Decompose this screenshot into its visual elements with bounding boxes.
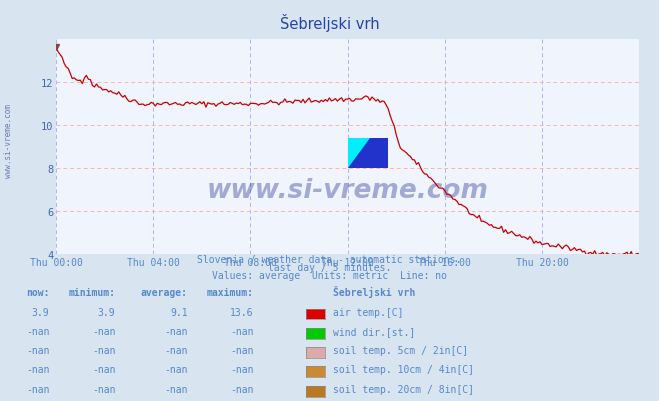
Text: -nan: -nan — [164, 365, 188, 375]
Text: 9.1: 9.1 — [170, 307, 188, 317]
Text: minimum:: minimum: — [69, 288, 115, 298]
Text: -nan: -nan — [164, 326, 188, 336]
Text: soil temp. 10cm / 4in[C]: soil temp. 10cm / 4in[C] — [333, 365, 474, 375]
Text: 13.6: 13.6 — [230, 307, 254, 317]
Text: -nan: -nan — [26, 326, 49, 336]
Polygon shape — [348, 139, 370, 169]
Text: -nan: -nan — [164, 345, 188, 355]
Text: -nan: -nan — [92, 384, 115, 394]
Text: -nan: -nan — [26, 365, 49, 375]
Text: soil temp. 5cm / 2in[C]: soil temp. 5cm / 2in[C] — [333, 345, 468, 355]
Text: maximum:: maximum: — [207, 288, 254, 298]
Text: www.si-vreme.com: www.si-vreme.com — [207, 177, 488, 203]
Text: now:: now: — [26, 288, 49, 298]
Text: Šebreljski vrh: Šebreljski vrh — [333, 286, 415, 298]
Text: -nan: -nan — [230, 365, 254, 375]
Text: wind dir.[st.]: wind dir.[st.] — [333, 326, 415, 336]
Text: 3.9: 3.9 — [98, 307, 115, 317]
Text: -nan: -nan — [92, 365, 115, 375]
Text: average:: average: — [141, 288, 188, 298]
Text: air temp.[C]: air temp.[C] — [333, 307, 403, 317]
Text: -nan: -nan — [26, 345, 49, 355]
Text: Šebreljski vrh: Šebreljski vrh — [279, 14, 380, 32]
Text: last day / 5 minutes.: last day / 5 minutes. — [268, 263, 391, 273]
Text: -nan: -nan — [92, 326, 115, 336]
Text: www.si-vreme.com: www.si-vreme.com — [4, 103, 13, 177]
Text: 3.9: 3.9 — [32, 307, 49, 317]
Polygon shape — [348, 139, 388, 169]
Text: -nan: -nan — [230, 345, 254, 355]
Text: -nan: -nan — [230, 326, 254, 336]
Text: -nan: -nan — [164, 384, 188, 394]
Text: -nan: -nan — [92, 345, 115, 355]
Text: -nan: -nan — [26, 384, 49, 394]
Text: -nan: -nan — [230, 384, 254, 394]
Text: soil temp. 20cm / 8in[C]: soil temp. 20cm / 8in[C] — [333, 384, 474, 394]
Text: Values: average  Units: metric  Line: no: Values: average Units: metric Line: no — [212, 271, 447, 281]
Text: Slovenia / weather data - automatic stations.: Slovenia / weather data - automatic stat… — [197, 255, 462, 265]
